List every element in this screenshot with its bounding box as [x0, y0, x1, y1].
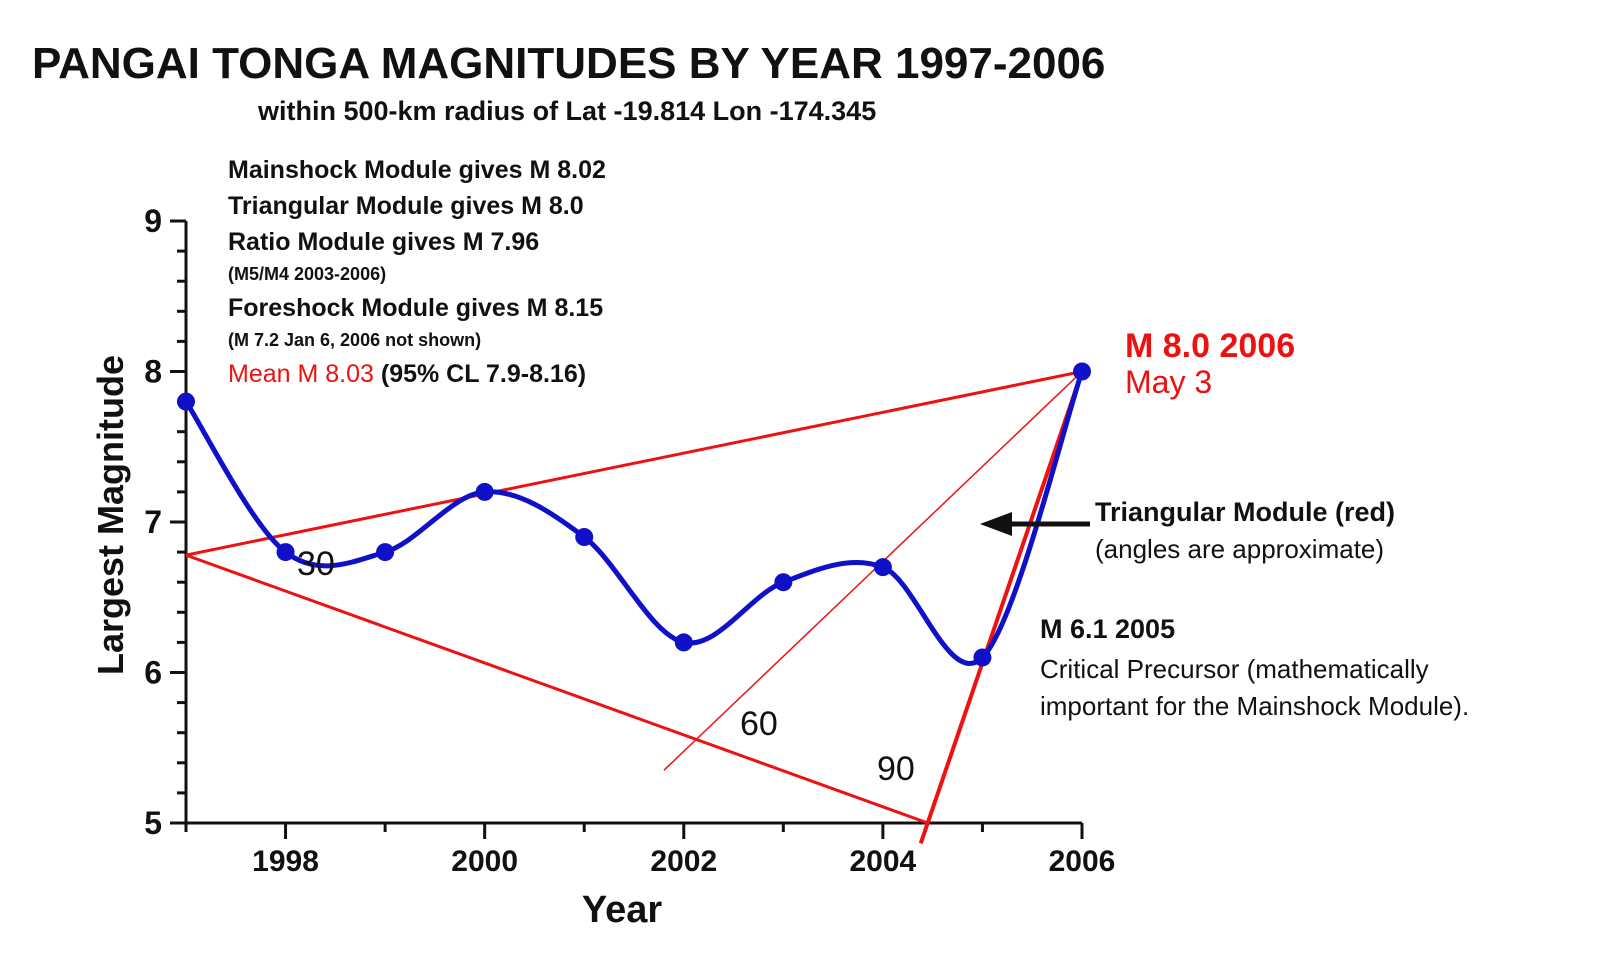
precursor-line2: important for the Mainshock Module). [1040, 691, 1469, 721]
mainshock-date: May 3 [1125, 364, 1212, 400]
x-tick-label: 2004 [850, 845, 917, 878]
y-tick-label: 9 [144, 203, 162, 239]
data-point [376, 543, 395, 562]
triangle-upper-side [185, 370, 1083, 557]
y-tick-label: 5 [144, 805, 162, 841]
mean-label: Mean M 8.03 [228, 360, 374, 388]
chart-title: PANGAI TONGA MAGNITUDES BY YEAR 1997-200… [32, 39, 1105, 88]
data-point [774, 573, 793, 592]
module-line-foreshock-note: (M 7.2 Jan 6, 2006 not shown) [228, 330, 481, 350]
module-line-mainshock: Mainshock Module gives M 8.02 [228, 156, 606, 184]
data-point [674, 633, 693, 652]
data-point [1073, 362, 1091, 381]
x-tick-label: 1998 [252, 845, 319, 878]
module-line-triangular: Triangular Module gives M 8.0 [228, 192, 584, 220]
triangular-title: Triangular Module (red) [1095, 497, 1395, 527]
triangle-angle-line [663, 370, 1083, 771]
mainshock-title: M 8.0 2006 [1125, 327, 1295, 365]
axes: 1998 2000 2002 2004 2006 5 6 7 8 9 [144, 203, 1115, 878]
x-axis-label: Year [582, 889, 663, 931]
data-point [575, 528, 594, 547]
data-point [973, 648, 992, 667]
module-line-foreshock: Foreshock Module gives M 8.15 [228, 294, 603, 322]
y-tick-label: 7 [144, 504, 162, 540]
precursor-title: M 6.1 2005 [1040, 614, 1175, 644]
triangle-right-side [918, 370, 1084, 844]
y-tick-label: 8 [144, 354, 162, 390]
angle-label-60: 60 [740, 705, 778, 743]
triangular-arrow [980, 512, 1090, 536]
y-axis-label: Largest Magnitude [90, 355, 131, 675]
data-point [276, 543, 295, 562]
x-tick-label: 2002 [650, 845, 717, 878]
data-point [873, 558, 892, 577]
y-tick-label: 6 [144, 655, 162, 691]
precursor-line1: Critical Precursor (mathematically [1040, 654, 1429, 684]
triangular-module [185, 370, 1084, 844]
chart-subtitle: within 500-km radius of Lat -19.814 Lon … [257, 96, 876, 126]
triangular-note: (angles are approximate) [1095, 534, 1384, 564]
module-line-ratio-note: (M5/M4 2003-2006) [228, 264, 386, 284]
x-tick-label: 2006 [1049, 845, 1116, 878]
series-line [183, 370, 1085, 666]
mean-line: Mean M 8.03 (95% CL 7.9-8.16) [228, 360, 586, 388]
data-point [177, 392, 195, 411]
module-line-ratio: Ratio Module gives M 7.96 [228, 228, 539, 256]
data-series [177, 362, 1091, 667]
angle-label-30: 30 [297, 545, 335, 583]
angle-label-90: 90 [877, 750, 915, 788]
triangle-lower-side [185, 553, 929, 825]
data-point [475, 482, 494, 501]
mean-ci: (95% CL 7.9-8.16) [381, 360, 586, 388]
x-tick-label: 2000 [451, 845, 518, 878]
